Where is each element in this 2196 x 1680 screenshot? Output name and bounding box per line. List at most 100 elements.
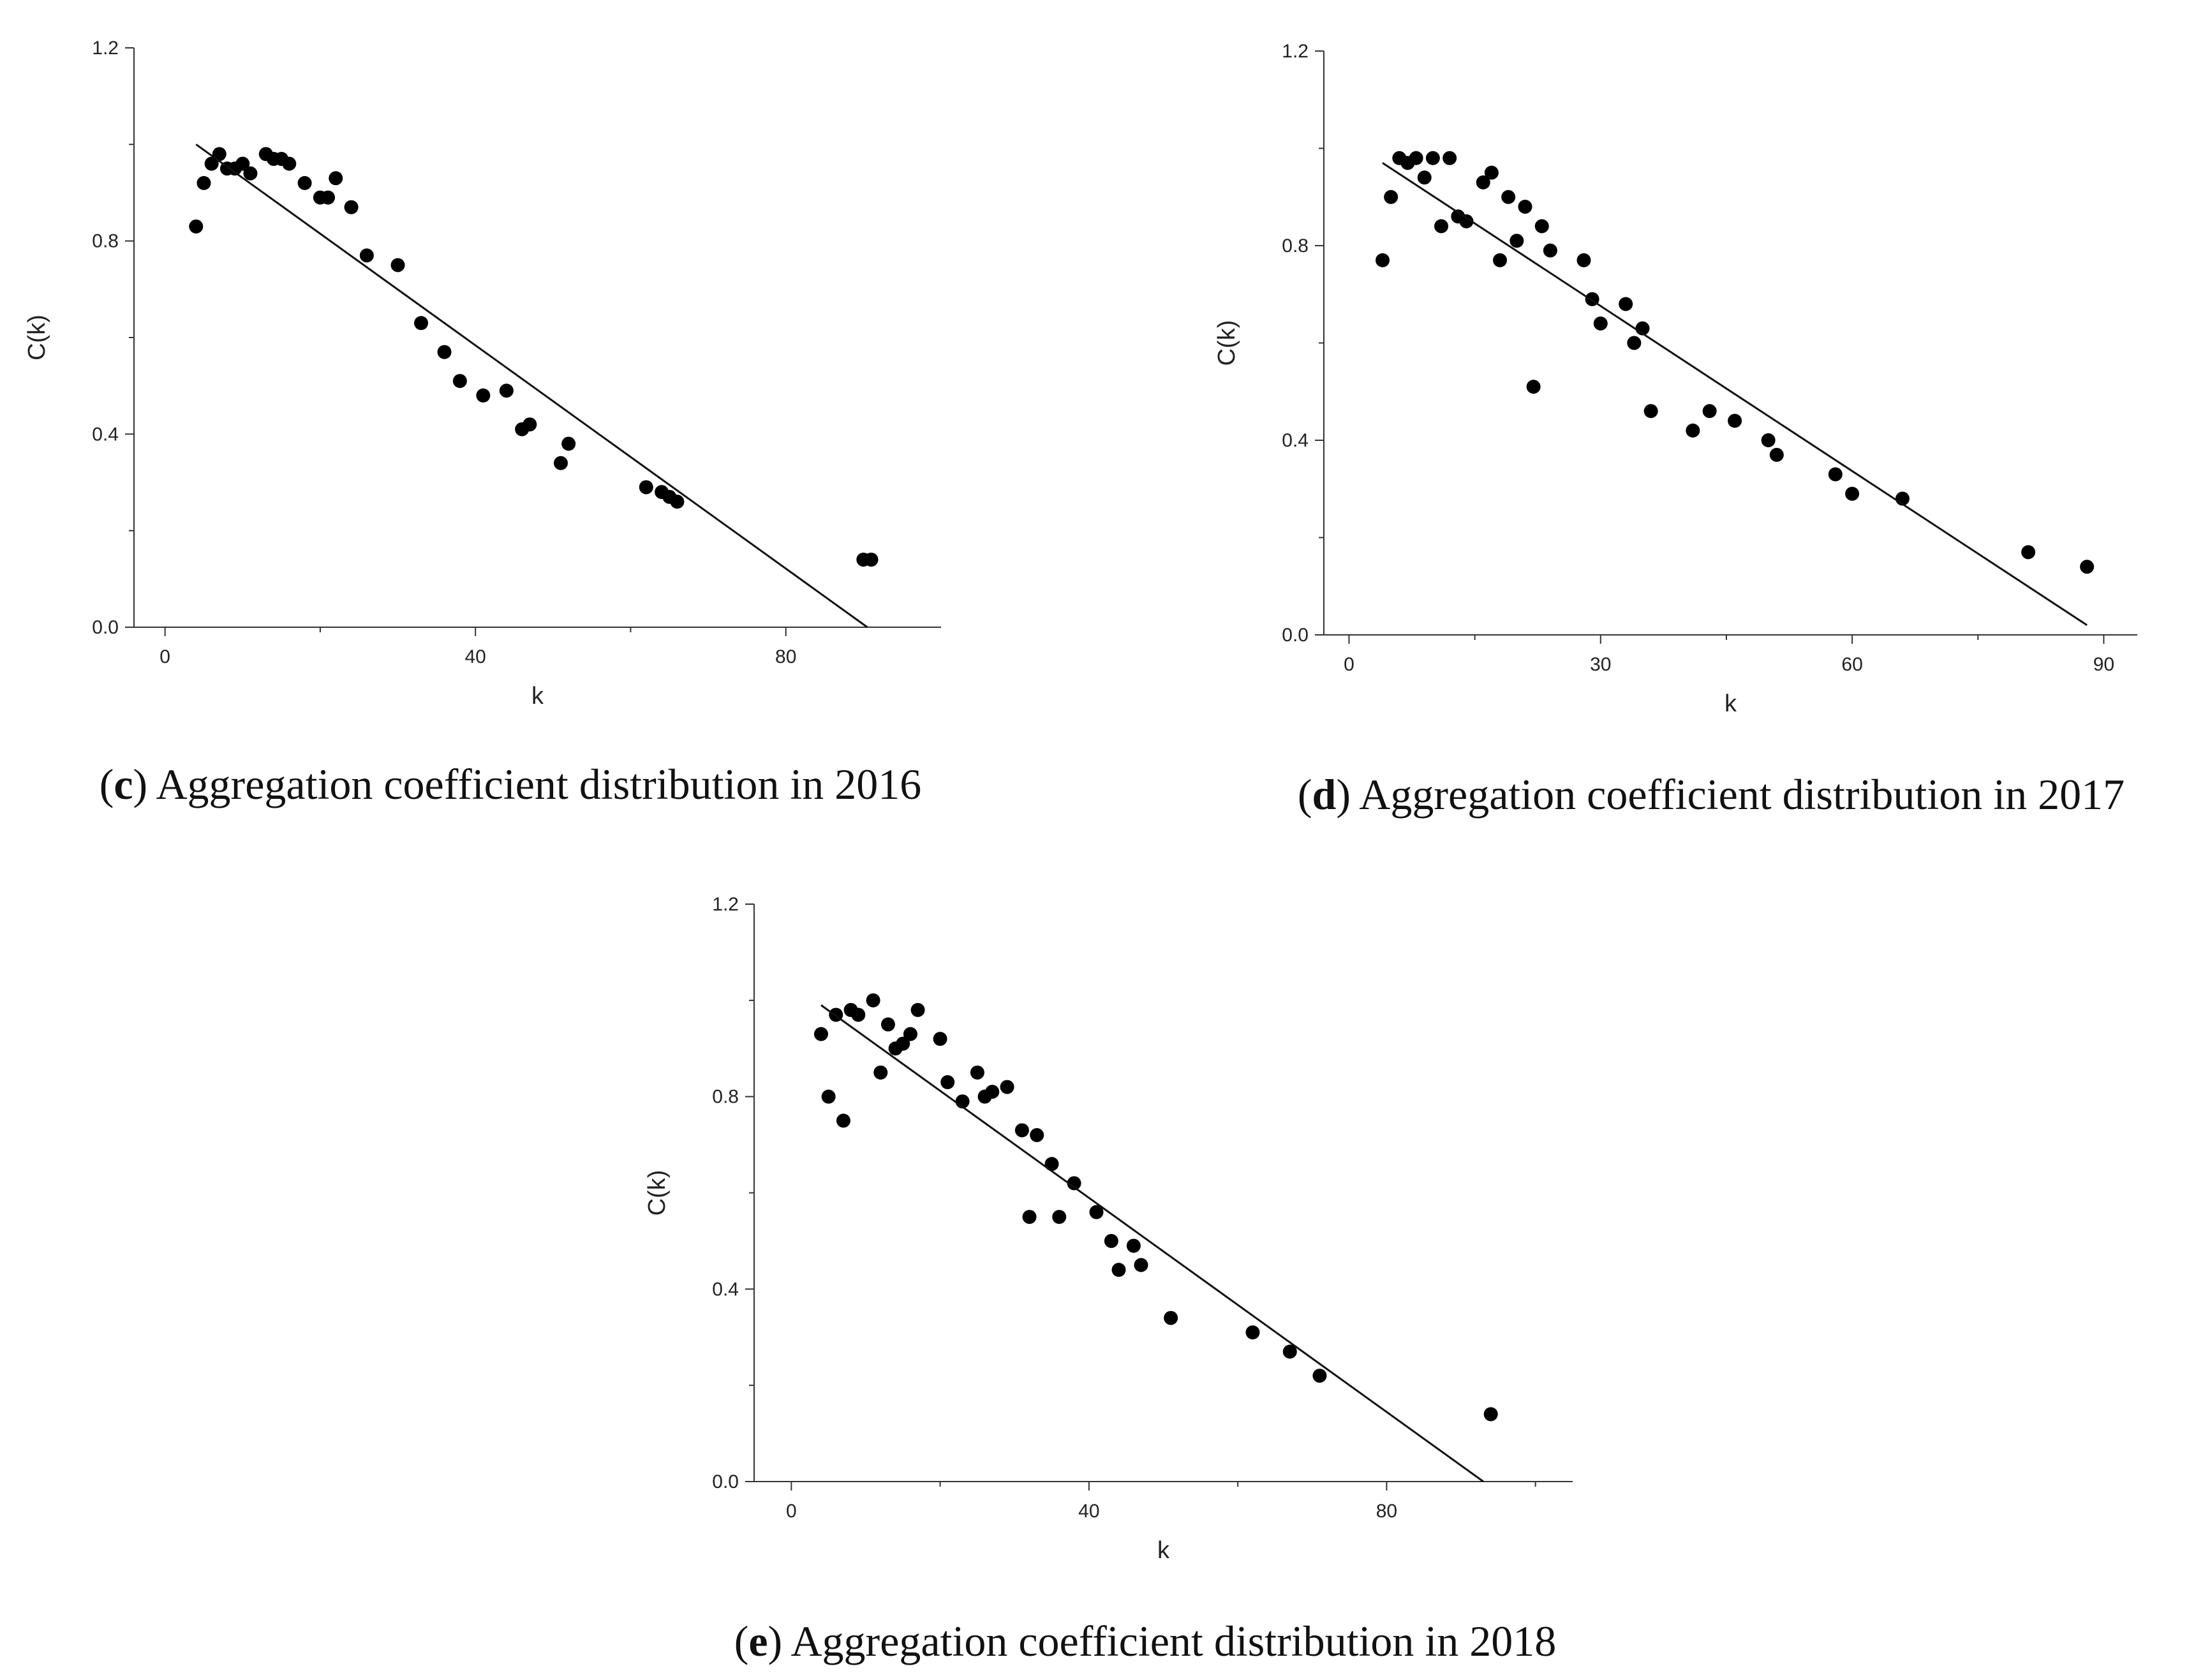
data-point: [1282, 1344, 1297, 1359]
data-point: [1484, 165, 1499, 180]
data-point: [1067, 1176, 1081, 1191]
panel-2017: 0.0 0.4 0.8 1.2 0 30 60 90 k C(k) (d) Aggregati…: [1193, 0, 2196, 819]
data-point: [1686, 423, 1700, 438]
data-point: [1702, 404, 1717, 419]
data-point: [813, 1027, 828, 1041]
panel-2016: 0.0 0.4 0.8 1.2 0 40 80 k C(k) (c) Aggregation…: [0, 0, 1021, 808]
x-axis-label: k: [1725, 690, 1737, 717]
data-point: [452, 374, 467, 389]
data-point: [437, 345, 452, 359]
plot-frame: [0, 0, 1021, 734]
data-point: [1022, 1210, 1037, 1224]
data-point: [851, 1007, 866, 1022]
data-point: [1518, 200, 1532, 214]
x-axis-label: k: [531, 683, 544, 710]
data-point: [1619, 297, 1633, 311]
data-point: [523, 417, 537, 432]
data-point: [1434, 219, 1449, 234]
data-point: [204, 156, 219, 171]
y-tick-label: 0.0: [1282, 625, 1309, 646]
data-point: [1052, 1210, 1067, 1224]
data-point: [212, 147, 226, 161]
data-point: [1089, 1205, 1104, 1219]
data-point: [880, 1017, 895, 1032]
data-points: [1376, 151, 2095, 574]
x-tick-label: 0: [786, 1501, 797, 1522]
data-point: [1111, 1263, 1126, 1277]
data-point: [321, 190, 336, 205]
y-tick-label: 0.4: [1282, 430, 1309, 451]
data-point: [1134, 1258, 1148, 1272]
y-tick-label: 0.4: [92, 424, 119, 445]
x-tick-label: 30: [1590, 654, 1611, 675]
data-point: [2021, 545, 2036, 560]
data-point: [499, 383, 514, 398]
data-point: [359, 248, 374, 263]
data-point: [1761, 433, 1776, 447]
plot-frame: [628, 858, 1624, 1586]
caption-title: Aggregation coefficient distribution in …: [156, 760, 921, 808]
x-tick-label: 0: [1344, 654, 1354, 675]
x-tick-label: 0: [160, 646, 170, 667]
data-point: [1769, 447, 1784, 462]
data-point: [1164, 1311, 1178, 1325]
x-tick-label: 90: [2093, 654, 2114, 675]
data-point: [1510, 234, 1524, 248]
data-point: [1104, 1233, 1118, 1248]
y-tick-label: 0.4: [712, 1279, 739, 1300]
caption-title: Aggregation coefficient distribution in …: [790, 1617, 1556, 1665]
data-point: [1728, 413, 1742, 428]
y-axis-label: C(k): [24, 315, 50, 361]
data-point: [1526, 380, 1541, 394]
data-point: [903, 1027, 917, 1041]
data-point: [1476, 175, 1490, 190]
data-point: [282, 156, 297, 171]
axis-ticks: 0.0 0.4 0.8 1.2 0 40 80: [92, 38, 941, 667]
fit-line-group: [195, 144, 868, 628]
data-point: [1384, 190, 1398, 204]
data-point: [414, 316, 429, 331]
data-point: [1501, 190, 1516, 204]
data-points: [189, 147, 879, 567]
data-point: [933, 1032, 947, 1046]
data-point: [866, 993, 880, 1007]
data-point: [985, 1085, 1000, 1099]
data-point: [1828, 467, 1843, 482]
data-point: [1014, 1123, 1029, 1138]
data-point: [344, 200, 359, 214]
data-point: [2080, 560, 2095, 574]
panel-2018: 0.0 0.4 0.8 1.2 0 40 80 k C(k) (e) Aggregation…: [628, 858, 1624, 1665]
data-point: [821, 1089, 836, 1104]
x-tick-label: 80: [1376, 1501, 1397, 1522]
y-tick-label: 0.0: [712, 1471, 739, 1492]
data-point: [670, 494, 685, 509]
axis-ticks: 0.0 0.4 0.8 1.2 0 30 60 90: [1282, 41, 2137, 675]
y-tick-label: 0.0: [92, 617, 119, 638]
y-tick-label: 0.8: [92, 231, 119, 252]
y-tick-label: 1.2: [1282, 41, 1309, 62]
caption-letter: d: [1312, 770, 1337, 819]
fit-line: [820, 1004, 1484, 1483]
data-point: [1459, 214, 1474, 228]
data-point: [197, 175, 211, 190]
data-point: [1845, 486, 1860, 501]
data-point: [1312, 1369, 1327, 1383]
caption-title: Aggregation coefficient distribution in …: [1359, 770, 2125, 819]
data-point: [1044, 1157, 1059, 1171]
data-point: [1376, 253, 1390, 267]
y-tick-label: 0.8: [1282, 235, 1309, 256]
data-point: [1126, 1238, 1141, 1253]
data-point: [390, 258, 405, 272]
data-point: [243, 166, 258, 181]
fit-line: [195, 144, 868, 628]
data-point: [1409, 151, 1423, 165]
y-tick-label: 0.8: [712, 1087, 739, 1108]
data-point: [1417, 170, 1432, 185]
data-point: [1643, 404, 1658, 419]
data-point: [1593, 316, 1608, 331]
data-point: [940, 1075, 955, 1090]
data-point: [1030, 1128, 1044, 1142]
data-point: [1000, 1080, 1014, 1094]
data-point: [1483, 1407, 1498, 1422]
